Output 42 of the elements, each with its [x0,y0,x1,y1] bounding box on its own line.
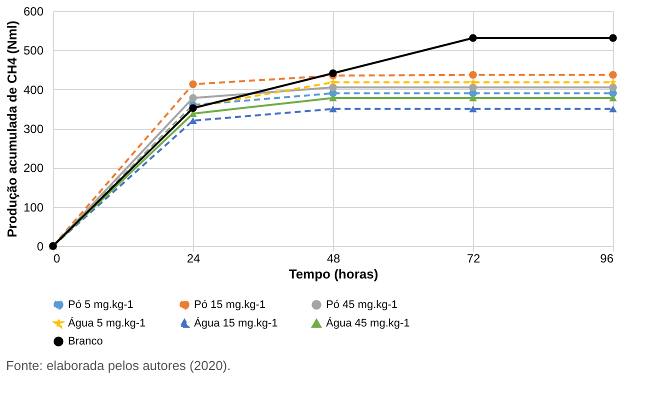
x-tick-label: 48 [326,252,340,266]
y-tick-label: 600 [23,4,44,18]
point [609,94,617,102]
x-tick-label: 96 [600,252,614,266]
legend-label: Pó 15 mg.kg-1 [194,298,266,311]
point [609,106,617,112]
legend-label: Água 45 mg.kg-1 [326,316,410,330]
point [469,94,477,102]
y-tick-label: 100 [23,200,44,214]
point [609,78,617,86]
x-tick-label: 0 [54,252,60,266]
point [469,84,477,92]
y-tick-label: 200 [23,161,44,176]
point [469,78,477,86]
point [609,84,617,92]
y-tick-label: 300 [23,122,44,136]
point [189,117,197,124]
point [469,70,477,79]
point [469,106,477,112]
legend-label: Pó 5 mg.kg-1 [68,298,134,311]
point [189,94,197,102]
point [609,34,617,42]
point [609,70,617,79]
source-note: Fonte: elaborada pelos autores (2020). [6,358,231,373]
point [189,80,197,88]
legend-label: Pó 45 mg.kg-1 [326,298,398,311]
y-tick-label: 500 [23,44,44,58]
y-axis-title: Produção acumulada de CH4 (Nml) [4,20,20,238]
point [329,69,337,78]
y-tick-label: 400 [23,82,44,97]
point [329,106,337,112]
x-tick-label: 24 [186,252,200,266]
point [469,34,477,42]
point [329,84,337,92]
y-tick-label: 0 [36,240,44,254]
x-axis-title: Tempo (horas) [288,266,378,282]
legend-label: Água 15 mg.kg-1 [194,316,278,330]
x-tick-label: 72 [466,252,480,266]
legend-label: Branco [68,336,103,348]
point [329,78,337,86]
legend-label: Água 5 mg.kg-1 [68,316,146,330]
point [329,94,337,102]
